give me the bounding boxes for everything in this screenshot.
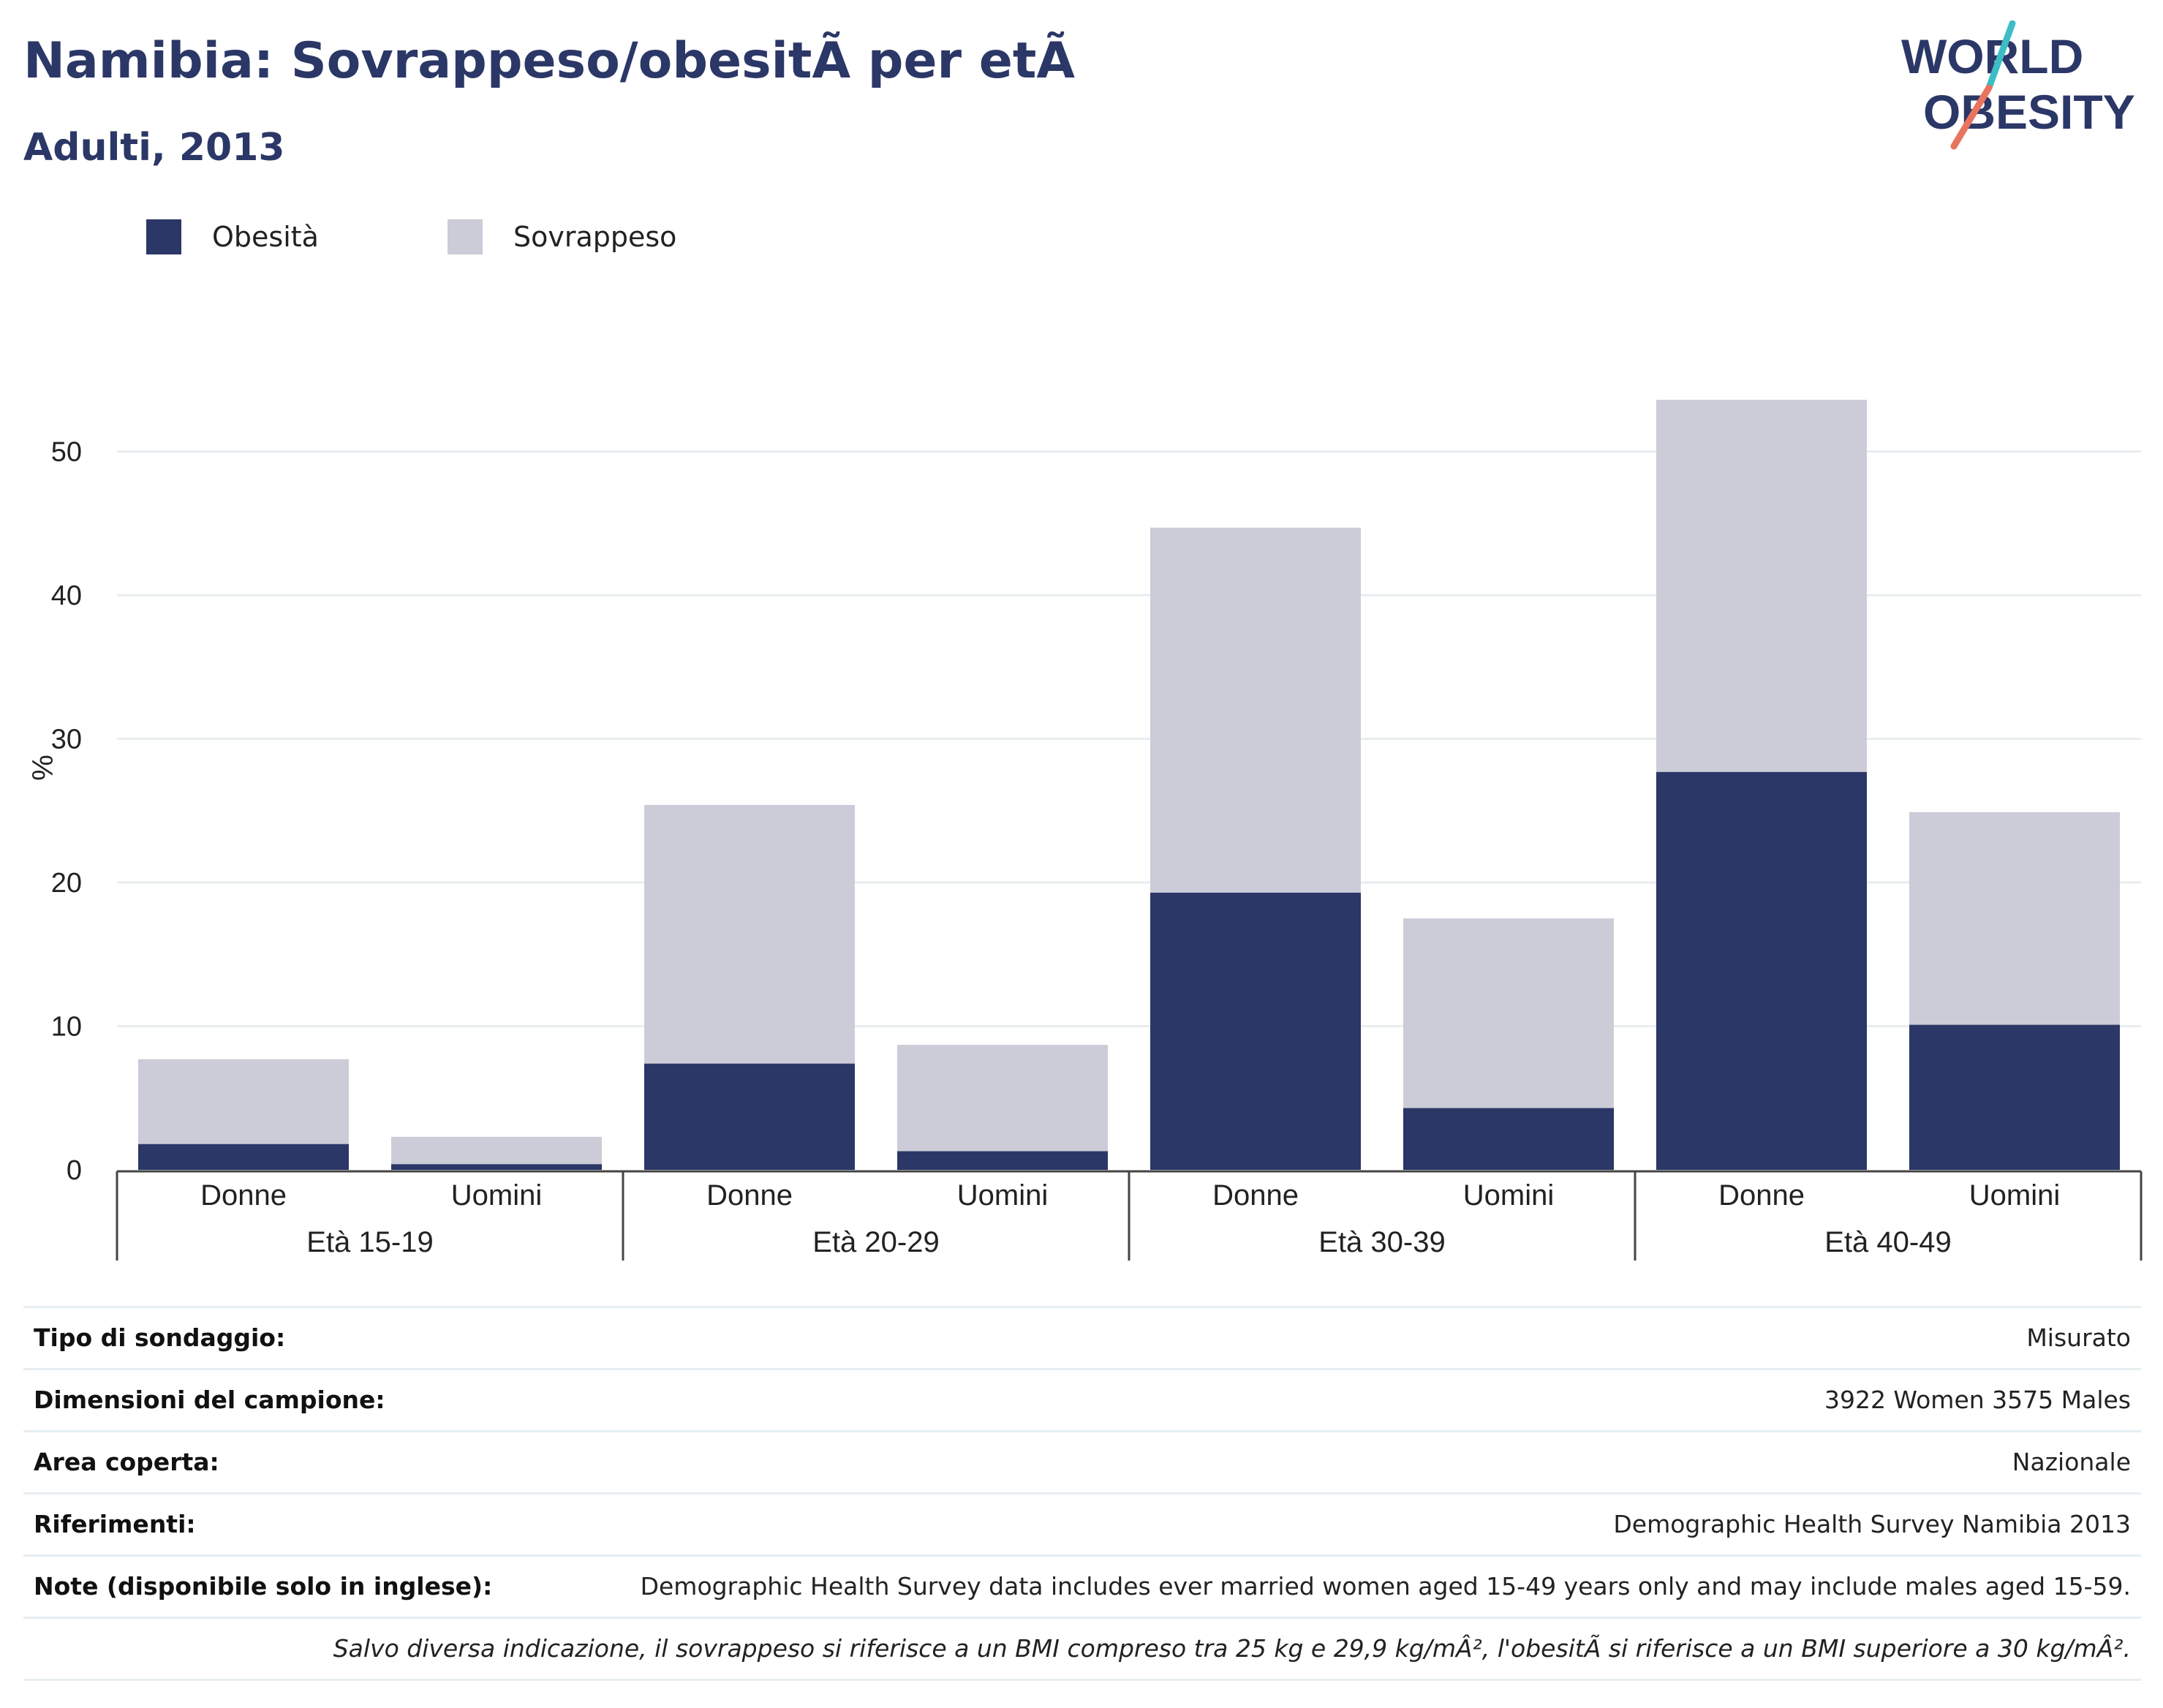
logo-slash-coral	[1950, 84, 1993, 150]
x-tick-label: Donne	[200, 1179, 287, 1212]
x-tick-label: Donne	[1212, 1179, 1299, 1212]
legend-label-overweight: Sovrappeso	[513, 221, 677, 253]
definition-footnote: Salvo diversa indicazione, il sovrappeso…	[333, 1634, 2131, 1663]
info-value: 3922 Women 3575 Males	[1824, 1386, 2131, 1414]
bar-overweight	[1150, 527, 1361, 893]
info-value: Demographic Health Survey Namibia 2013	[1613, 1510, 2131, 1538]
info-value: Misurato	[2026, 1323, 2131, 1352]
bar-obesity	[644, 1063, 855, 1170]
group-label: Età 20-29	[812, 1226, 939, 1258]
info-key: Note (disponibile solo in inglese):	[34, 1572, 493, 1601]
info-row-survey-type: Tipo di sondaggio: Misurato	[23, 1306, 2141, 1370]
bar-chart: 0 10 20 30 40 50% Donne Uomini Donne Uomini Donne U…	[27, 399, 2143, 1261]
bar-overweight	[897, 1045, 1108, 1152]
y-tick-label: 30	[51, 725, 82, 755]
world-obesity-logo: WORLD OBESITY	[1901, 20, 2135, 150]
info-key: Riferimenti:	[34, 1510, 196, 1538]
legend-swatch-obesity	[146, 219, 181, 254]
bar-obesity	[1403, 1108, 1614, 1170]
info-row-area: Area coperta: Nazionale	[23, 1432, 2141, 1494]
y-axis-title: %	[27, 755, 59, 781]
info-row-footnote: Salvo diversa indicazione, il sovrappeso…	[23, 1619, 2141, 1681]
page-subtitle: Adulti, 2013	[23, 126, 285, 170]
legend-swatch-overweight	[448, 219, 483, 254]
info-key: Dimensioni del campione:	[34, 1386, 385, 1414]
info-row-sample-size: Dimensioni del campione: 3922 Women 3575…	[23, 1370, 2141, 1432]
bar-obesity	[391, 1164, 602, 1170]
info-row-notes: Note (disponibile solo in inglese): Demo…	[23, 1557, 2141, 1619]
bar-obesity	[1150, 892, 1361, 1170]
info-value: Demographic Health Survey data includes …	[640, 1572, 2131, 1601]
x-tick-label: Donne	[1718, 1179, 1805, 1212]
info-value: Nazionale	[2012, 1448, 2131, 1476]
x-tick-label: Uomini	[957, 1179, 1048, 1212]
bar-overweight	[391, 1136, 602, 1165]
y-tick-label: 0	[67, 1155, 82, 1186]
group-label: Età 30-39	[1318, 1226, 1445, 1258]
bar-overweight	[1656, 399, 1867, 772]
legend-label-obesity: Obesità	[212, 221, 319, 253]
logo-slash-teal	[1985, 20, 2016, 91]
y-tick-label: 50	[51, 437, 82, 468]
bar-overweight	[138, 1059, 349, 1144]
x-tick-label: Uomini	[451, 1179, 542, 1212]
x-tick-label: Uomini	[1969, 1179, 2060, 1212]
page-title: Namibia: Sovrappeso/obesitÃ per etÃ	[23, 32, 1075, 90]
group-label: Età 40-49	[1824, 1226, 1951, 1258]
group-label: Età 15-19	[306, 1226, 433, 1258]
x-tick-label: Donne	[706, 1179, 793, 1212]
bar-obesity	[897, 1151, 1108, 1170]
bar-obesity	[1909, 1024, 2120, 1170]
x-tick-label: Uomini	[1463, 1179, 1554, 1212]
survey-info-table: Tipo di sondaggio: Misurato Dimensioni d…	[23, 1306, 2141, 1681]
y-tick-label: 40	[51, 581, 82, 611]
bar-obesity	[1656, 771, 1867, 1170]
bar-overweight	[1909, 812, 2120, 1025]
info-key: Area coperta:	[34, 1448, 219, 1476]
info-row-references: Riferimenti: Demographic Health Survey N…	[23, 1494, 2141, 1557]
y-tick-label: 10	[51, 1012, 82, 1043]
bar-obesity	[138, 1144, 349, 1170]
bar-overweight	[644, 804, 855, 1064]
y-tick-label: 20	[51, 868, 82, 899]
info-key: Tipo di sondaggio:	[34, 1323, 286, 1352]
logo-line2: OBESITY	[1923, 85, 2135, 139]
bar-overweight	[1403, 918, 1614, 1108]
